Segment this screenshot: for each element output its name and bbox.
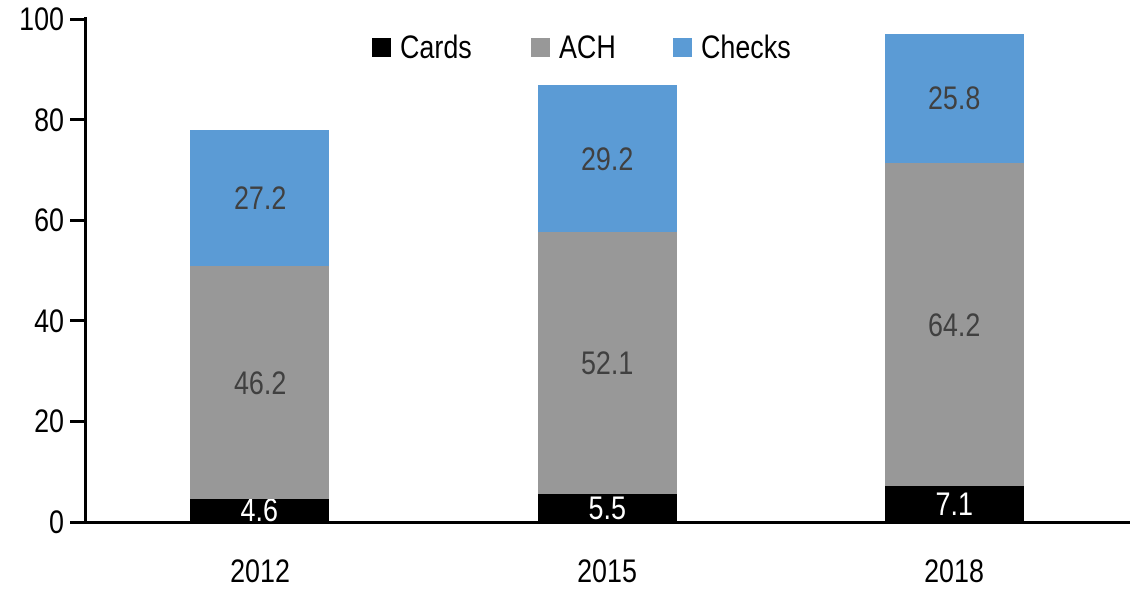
bar-value-label: 52.1 <box>580 345 634 382</box>
y-axis-tick <box>70 319 86 323</box>
y-axis-line <box>84 17 87 524</box>
x-axis-label-2015: 2015 <box>577 553 637 589</box>
y-axis-tick <box>70 118 86 122</box>
bar-segment-ach-2018: 64.2 <box>884 163 1024 487</box>
bar-value-label: 25.8 <box>928 80 981 117</box>
y-axis-tick <box>70 520 86 524</box>
y-axis-tick-label: 40 <box>34 302 64 339</box>
y-axis-tick-label: 0 <box>49 504 64 540</box>
legend-item-ach: ACH <box>531 29 627 65</box>
bar-segment-checks-2012: 27.2 <box>190 129 330 267</box>
bar-segment-cards-2012: 4.6 <box>190 493 330 527</box>
bar-value-label: 27.2 <box>233 180 286 217</box>
y-axis-tick <box>70 17 86 21</box>
legend-swatch-icon <box>531 37 551 57</box>
bar-segment-cards-2018: 7.1 <box>884 486 1024 523</box>
bar-value-label: 29.2 <box>580 140 634 177</box>
bar-value-label: 64.2 <box>928 306 981 343</box>
y-axis-tick <box>70 218 86 222</box>
legend-label: ACH <box>559 29 617 65</box>
y-axis-tick-label: 60 <box>34 202 64 239</box>
legend-item-checks: Checks <box>672 29 808 65</box>
bar-segment-checks-2018: 25.8 <box>884 33 1024 164</box>
y-axis-tick-label: 100 <box>19 1 64 37</box>
legend-label: Checks <box>700 29 791 65</box>
legend-swatch-icon <box>372 37 391 57</box>
bar-segment-checks-2015: 29.2 <box>537 85 677 233</box>
y-axis-tick-label: 80 <box>34 101 64 138</box>
bar-segment-ach-2012: 46.2 <box>190 266 330 499</box>
bar-value-label: 7.1 <box>935 486 974 523</box>
legend: Cards ACH Checks <box>372 29 808 65</box>
x-axis-label-2012: 2012 <box>229 553 290 589</box>
y-axis-tick-label: 20 <box>34 403 64 440</box>
bar-value-label: 4.6 <box>240 492 279 529</box>
legend-item-cards: Cards <box>372 29 485 65</box>
legend-swatch-icon <box>672 37 692 57</box>
bar-segment-cards-2015: 5.5 <box>537 490 677 527</box>
legend-label: Cards <box>400 29 472 65</box>
y-axis-tick <box>70 419 86 423</box>
bar-value-label: 46.2 <box>233 364 286 401</box>
x-axis-line <box>84 521 1130 524</box>
bar-segment-ach-2015: 52.1 <box>537 232 677 495</box>
x-axis-label-2018: 2018 <box>924 553 985 589</box>
bar-value-label: 5.5 <box>588 490 626 527</box>
